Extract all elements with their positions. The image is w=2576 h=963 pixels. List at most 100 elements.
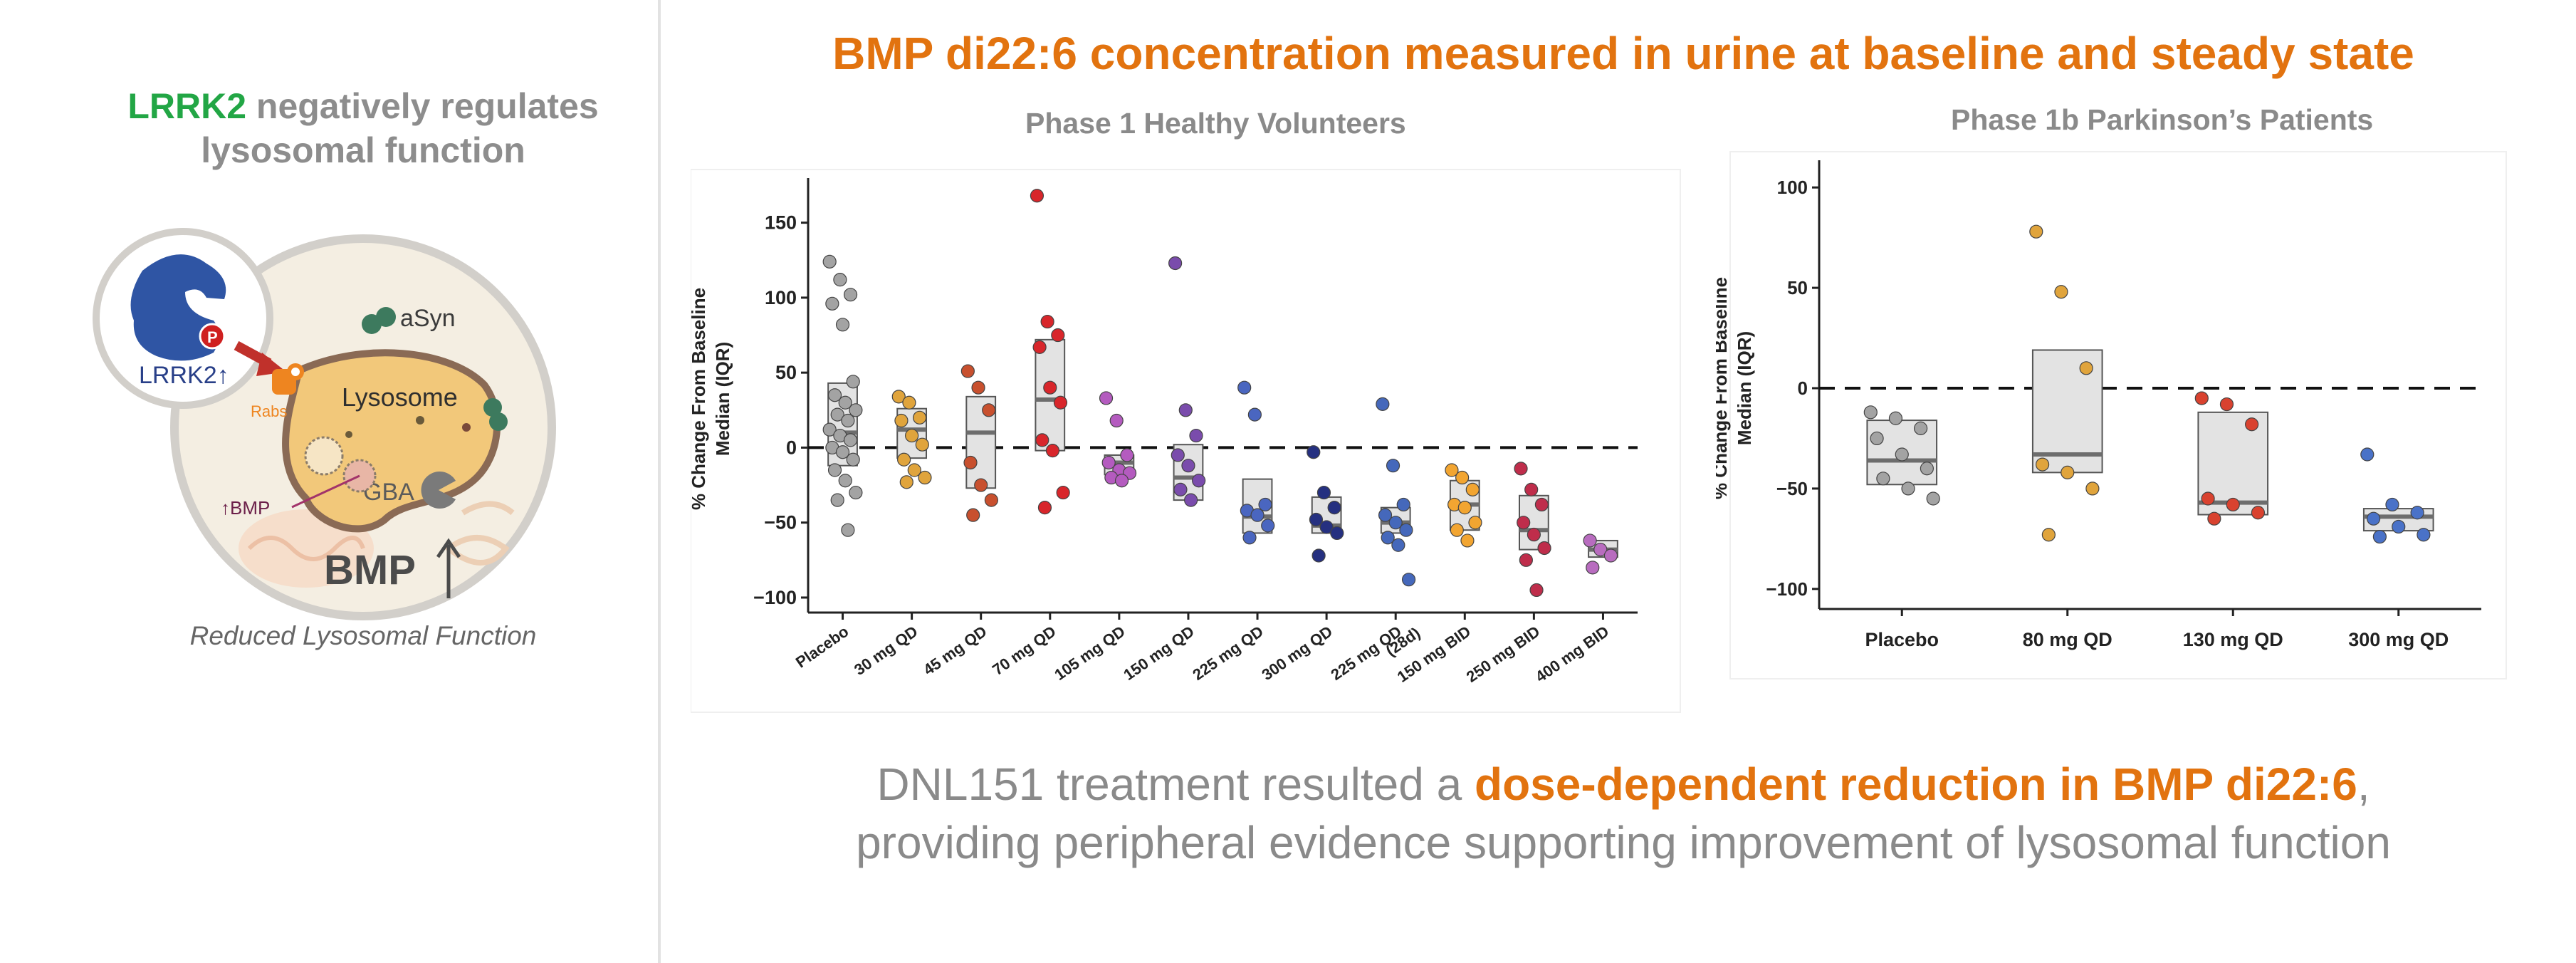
chart1-data-point <box>1519 553 1533 567</box>
chart1-data-point <box>894 413 909 428</box>
chart2-data-point <box>1876 472 1890 486</box>
chart1-data-point <box>838 395 852 410</box>
chart1-data-point <box>1242 531 1257 545</box>
chart1-ytick-label: 0 <box>786 437 797 458</box>
chart1-ytick-label: 100 <box>765 287 797 308</box>
chart1-data-point <box>1316 485 1331 500</box>
chart2-data-point <box>2029 224 2043 239</box>
chart2-data-point <box>2035 457 2050 472</box>
chart2-data-point <box>2054 285 2068 299</box>
chart2-data-point <box>2251 506 2266 520</box>
chart1-data-point <box>1053 395 1068 410</box>
asyn-icon <box>362 307 396 334</box>
phospho-label: P <box>207 328 218 346</box>
chart1-iqr-box <box>1035 338 1066 452</box>
chart1-data-point <box>1524 482 1539 496</box>
chart1-data-point <box>1330 526 1344 541</box>
chart1-data-point <box>1455 470 1470 485</box>
chart2-ytick-label: −100 <box>1766 578 1808 600</box>
summary-line2: providing peripheral evidence supporting… <box>856 817 2391 868</box>
chart1-data-point <box>1037 501 1052 515</box>
phospho-icon <box>199 323 226 350</box>
chart1-data-point <box>1537 541 1551 556</box>
chart1-data-point <box>971 380 985 395</box>
chart1-data-point <box>1593 542 1608 557</box>
chart1-data-point <box>833 273 847 287</box>
chart1-data-point <box>846 452 860 467</box>
summary-highlight: dose-dependent reduction in BMP di22:6 <box>1474 759 2357 810</box>
chart2-data-point <box>2385 497 2399 512</box>
chart1-data-point <box>960 364 975 378</box>
chart1-data-point <box>1114 474 1129 488</box>
chart1-data-point <box>1247 407 1262 422</box>
lrrk2-lysosome-diagram: Lysosome GBA ↑BMP aSyn BMP P LRRK2↑ Rabs <box>93 228 556 620</box>
chart1-ylabel: Median (IQR) <box>712 342 733 456</box>
bmp-big-label: BMP <box>324 547 416 593</box>
chart1-data-point <box>822 422 837 437</box>
chart2-ytick-label: −50 <box>1776 478 1808 499</box>
gba-enzyme-icon <box>421 472 456 509</box>
chart1-data-point <box>1258 497 1272 512</box>
chart1-data-point <box>1399 523 1413 537</box>
chart1-data-point <box>849 485 863 500</box>
chart1-data-point <box>1261 519 1275 533</box>
chart1-subtitle: Phase 1 Healthy Volunteers <box>1025 107 1406 140</box>
chart1-data-point <box>1381 531 1395 545</box>
chart2-data-point <box>2366 511 2381 526</box>
chart1-data-point <box>1051 328 1065 343</box>
left-panel-title: LRRK2 negatively regulates lysosomal fun… <box>50 84 676 172</box>
chart1-data-point <box>1250 508 1265 522</box>
chart1-data-point <box>1603 548 1618 563</box>
chart1-data-point <box>1386 459 1400 473</box>
chart2-data-point <box>1888 411 1903 425</box>
chart1-ytick-label: 50 <box>775 362 797 383</box>
chart1-ytick-label: 150 <box>765 212 797 234</box>
chart1-data-point <box>1045 444 1060 458</box>
chart1-data-point <box>1181 459 1195 473</box>
chart1-data-point <box>1527 527 1541 542</box>
chart1-ylabel: % Change From Baseline <box>691 288 709 510</box>
summary-part1: DNL151 treatment resulted a <box>876 759 1475 810</box>
left-panel-caption: Reduced Lysosomal Function <box>189 621 537 650</box>
chart1-data-point <box>846 375 860 389</box>
chart2-data-point <box>1920 462 1934 476</box>
chart1-data-point <box>838 474 852 488</box>
chart1-data-point <box>1189 428 1203 443</box>
chart1-data-point <box>1056 485 1070 500</box>
chart2-data-point <box>1863 405 1878 420</box>
chart1-data-point <box>1309 512 1324 527</box>
chart1-data-point <box>827 463 842 477</box>
chart1-data-point <box>1457 501 1472 515</box>
chart1-data-point <box>1120 448 1134 462</box>
chart1-data-point <box>1040 314 1054 329</box>
chart1-data-point <box>835 445 850 459</box>
chart1-data-point <box>1586 561 1600 575</box>
chart1-ytick-label: −100 <box>753 587 797 608</box>
chart2-data-point <box>2392 519 2406 534</box>
chart2-data-point <box>2360 447 2375 462</box>
chart1-data-point <box>1378 508 1393 522</box>
chart1-data-point <box>843 433 858 447</box>
chart1-data-point <box>1376 397 1390 411</box>
chart1-data-point <box>1517 516 1531 530</box>
chart1-data-point <box>915 437 929 452</box>
chart2-ytick-label: 0 <box>1798 378 1808 399</box>
chart2-data-point <box>1901 481 1915 496</box>
panel-divider <box>658 0 661 963</box>
chart2-data-point <box>2079 361 2093 375</box>
chart2-xtick-label: 300 mg QD <box>2348 629 2449 650</box>
up-arrow-icon <box>436 538 461 598</box>
chart2-ylabel: % Change From Baseline <box>1716 277 1731 499</box>
chart1-data-point <box>1178 403 1193 417</box>
summary-text: DNL151 treatment resulted a dose-depende… <box>669 755 2576 872</box>
chart2-subtitle: Phase 1b Parkinson’s Patients <box>1951 103 2374 136</box>
chart1-data-point <box>899 475 913 489</box>
chart1-data-point <box>830 493 844 507</box>
chart1-data-point <box>822 254 837 269</box>
chart2-data-point <box>2372 529 2387 544</box>
chart1-data-point <box>1099 391 1114 405</box>
chart2-data-point <box>2194 391 2209 405</box>
chart1-data-point <box>897 452 911 467</box>
er-shape <box>444 501 515 566</box>
